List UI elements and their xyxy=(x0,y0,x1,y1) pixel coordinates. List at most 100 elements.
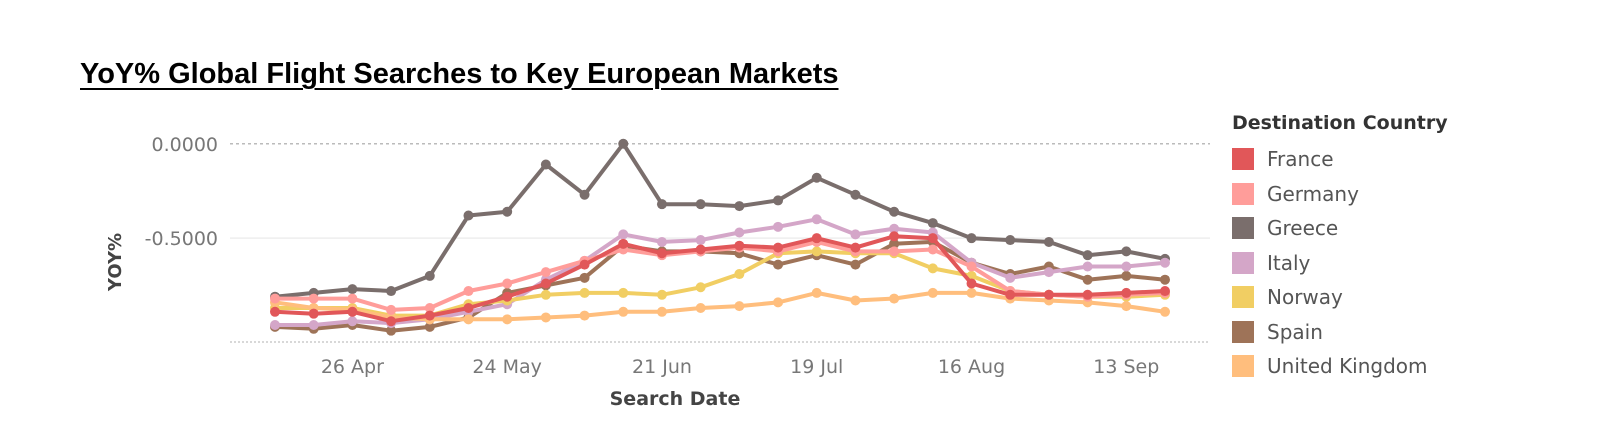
data-point-spain xyxy=(1160,274,1170,285)
legend-label: Greece xyxy=(1267,216,1339,241)
data-point-italy xyxy=(695,235,706,246)
data-point-norway xyxy=(695,282,706,293)
data-point-greece xyxy=(850,189,861,200)
legend-swatch xyxy=(1232,217,1254,240)
data-point-germany xyxy=(966,261,977,272)
legend-item: Germany xyxy=(1232,177,1448,212)
data-point-norway xyxy=(618,287,629,298)
legend-item: France xyxy=(1232,142,1448,177)
data-point-greece xyxy=(1121,246,1132,257)
data-point-italy xyxy=(1121,261,1132,272)
data-point-france xyxy=(656,248,667,259)
data-point-italy xyxy=(308,320,319,331)
data-point-france xyxy=(734,240,745,251)
legend-item: Greece xyxy=(1232,211,1448,246)
data-point-france xyxy=(695,244,706,255)
data-point-greece xyxy=(1043,236,1054,247)
series-lines xyxy=(270,138,1170,336)
data-point-united-kingdom xyxy=(1160,306,1170,317)
legend-item: Norway xyxy=(1232,280,1448,315)
data-point-norway xyxy=(540,289,551,300)
legend-label: Spain xyxy=(1267,319,1323,344)
legend-label: Norway xyxy=(1267,285,1343,310)
data-point-italy xyxy=(889,223,900,234)
data-point-italy xyxy=(1160,257,1170,268)
x-tick-label: 13 Sep xyxy=(1093,356,1159,378)
data-point-greece xyxy=(463,210,474,221)
data-point-united-kingdom xyxy=(966,287,977,298)
data-point-germany xyxy=(270,293,280,304)
data-point-greece xyxy=(656,199,667,210)
data-point-greece xyxy=(773,195,784,206)
x-tick-label: 26 Apr xyxy=(321,356,384,378)
data-point-united-kingdom xyxy=(579,310,590,321)
legend-items: France Germany Greece Italy Norway Spain Unite… xyxy=(1232,142,1448,384)
data-point-germany xyxy=(308,293,319,304)
data-point-norway xyxy=(927,263,938,274)
series-line-france xyxy=(273,234,1167,324)
data-point-greece xyxy=(1005,235,1016,246)
data-point-italy xyxy=(1043,267,1054,278)
x-tick-label: 24 May xyxy=(472,356,542,378)
grid xyxy=(230,143,1210,239)
y-tick-label: 0.0000 xyxy=(152,134,218,156)
data-point-greece xyxy=(618,138,629,149)
legend-item: United Kingdom xyxy=(1232,349,1448,384)
data-point-spain xyxy=(1121,270,1132,281)
data-point-germany xyxy=(502,278,513,289)
data-point-france xyxy=(1005,289,1016,300)
data-point-france xyxy=(579,259,590,270)
data-point-united-kingdom xyxy=(502,314,513,325)
data-point-france xyxy=(386,316,397,327)
data-point-norway xyxy=(811,246,822,257)
legend-swatch xyxy=(1232,251,1254,274)
data-point-italy xyxy=(773,221,784,232)
data-point-norway xyxy=(656,289,667,300)
x-tick-label: 16 Aug xyxy=(938,356,1005,378)
data-point-spain xyxy=(850,259,861,270)
legend-label: France xyxy=(1267,147,1334,172)
data-point-italy xyxy=(270,320,280,331)
data-point-france xyxy=(618,238,629,249)
data-point-italy xyxy=(1082,261,1093,272)
data-point-greece xyxy=(386,286,397,297)
data-point-united-kingdom xyxy=(734,301,745,312)
data-point-greece xyxy=(889,206,900,217)
data-point-greece xyxy=(1082,250,1093,261)
data-point-united-kingdom xyxy=(540,312,551,323)
ticks: 0.0000 -0.5000 26 Apr 24 May 21 Jun 19 Jul 16 … xyxy=(145,134,1160,378)
data-point-france xyxy=(1043,289,1054,300)
data-point-norway xyxy=(579,287,590,298)
legend-label: Germany xyxy=(1267,181,1359,206)
data-point-spain xyxy=(773,259,784,270)
data-point-france xyxy=(850,242,861,253)
data-point-norway xyxy=(734,269,745,280)
legend-title: Destination Country xyxy=(1232,112,1448,134)
series-line-spain xyxy=(273,239,1167,333)
data-point-united-kingdom xyxy=(850,295,861,306)
data-point-united-kingdom xyxy=(695,303,706,314)
series-line-united-kingdom xyxy=(273,290,1167,322)
data-point-spain xyxy=(1082,274,1093,285)
data-point-france xyxy=(1082,289,1093,300)
data-point-france xyxy=(308,308,319,319)
data-point-united-kingdom xyxy=(773,297,784,308)
data-point-united-kingdom xyxy=(656,306,667,317)
data-point-france xyxy=(540,278,551,289)
data-point-greece xyxy=(811,172,822,183)
series-line-greece xyxy=(273,141,1167,299)
data-point-france xyxy=(502,291,513,302)
legend-swatch xyxy=(1232,286,1254,309)
data-point-france xyxy=(1160,286,1170,297)
data-point-spain xyxy=(386,325,397,336)
legend-label: United Kingdom xyxy=(1267,354,1428,379)
data-point-united-kingdom xyxy=(618,306,629,317)
data-point-greece xyxy=(424,270,435,281)
x-tick-label: 21 Jun xyxy=(632,356,692,378)
data-point-greece xyxy=(734,201,745,212)
x-axis-label: Search Date xyxy=(610,388,741,410)
data-point-germany xyxy=(889,246,900,257)
data-point-italy xyxy=(734,227,745,238)
data-point-germany xyxy=(347,293,358,304)
